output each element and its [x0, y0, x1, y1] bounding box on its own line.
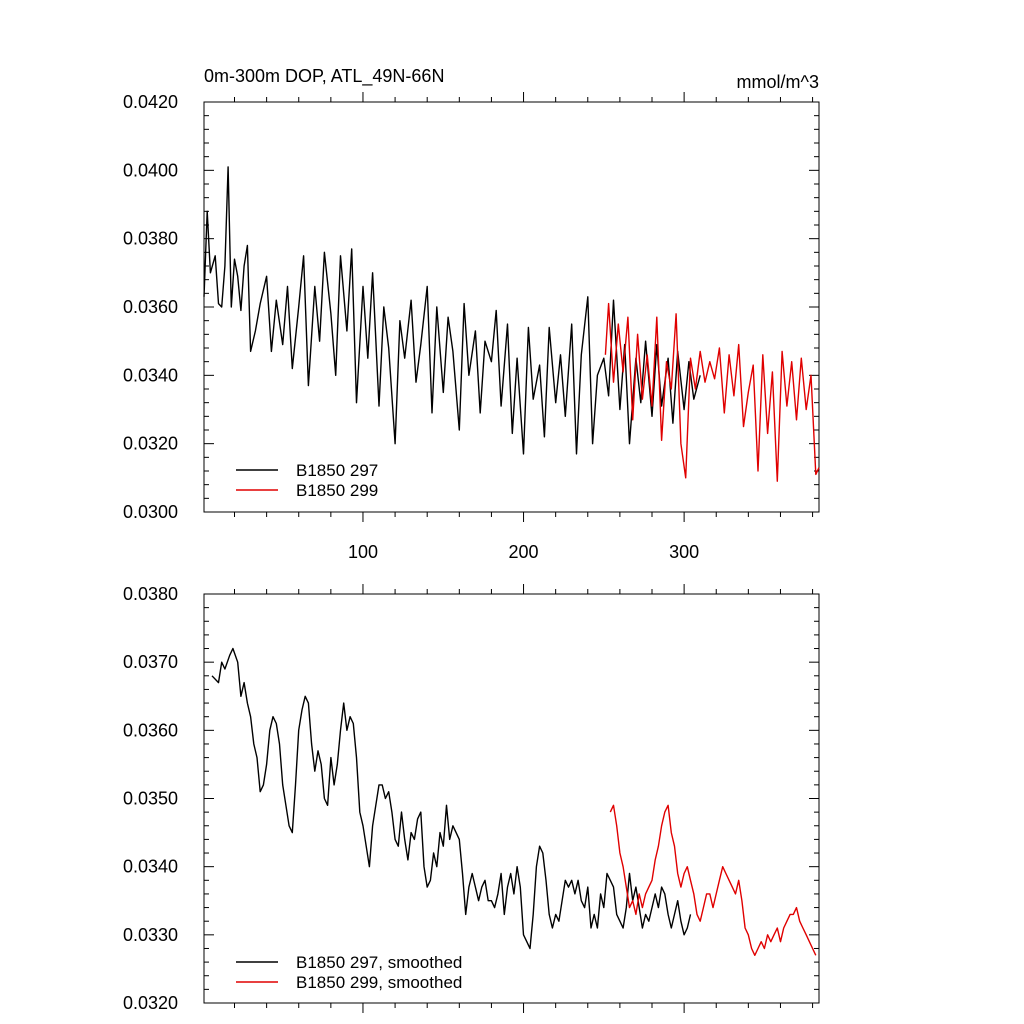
- y-tick-label: 0.0330: [123, 925, 178, 945]
- y-tick-label: 0.0420: [123, 92, 178, 112]
- y-tick-label: 0.0340: [123, 365, 178, 385]
- y-tick-label: 0.0360: [123, 720, 178, 740]
- y-tick-label: 0.0380: [123, 229, 178, 249]
- legend-label-2: B1850 299: [296, 481, 378, 500]
- y-tick-label: 0.0380: [123, 584, 178, 604]
- legend-label-2: B1850 299, smoothed: [296, 973, 462, 992]
- x-tick-label: 200: [509, 542, 539, 562]
- y-tick-label: 0.0300: [123, 502, 178, 522]
- series-line-1: [203, 166, 701, 455]
- y-tick-label: 0.0370: [123, 652, 178, 672]
- chart-title: 0m-300m DOP, ATL_49N-66N: [204, 66, 444, 87]
- y-tick-label: 0.0320: [123, 993, 178, 1013]
- x-tick-label: 300: [669, 542, 699, 562]
- units-label: mmol/m^3: [737, 72, 819, 92]
- series-line-2: [604, 302, 820, 482]
- plot-panel-1: 0.0300 0.0320 0.0340 0.0360 0.0380 0.0400 0.04…: [123, 66, 820, 562]
- legend-label-1: B1850 297, smoothed: [296, 953, 462, 972]
- legend-label-1: B1850 297: [296, 461, 378, 480]
- plot-panel-2: 0.0320 0.0330 0.0340 0.0350 0.0360 0.0370 0.03…: [123, 584, 820, 1013]
- y-tick-label: 0.0320: [123, 434, 178, 454]
- x-tick-label: 100: [348, 542, 378, 562]
- y-tick-label: 0.0360: [123, 297, 178, 317]
- series-line-2: [609, 804, 817, 956]
- plot-frame: [203, 101, 820, 513]
- y-tick-label: 0.0400: [123, 160, 178, 180]
- y-tick-label: 0.0340: [123, 857, 178, 877]
- series-line-1: [211, 647, 692, 950]
- y-tick-label: 0.0350: [123, 789, 178, 809]
- plot-frame: [203, 593, 820, 1004]
